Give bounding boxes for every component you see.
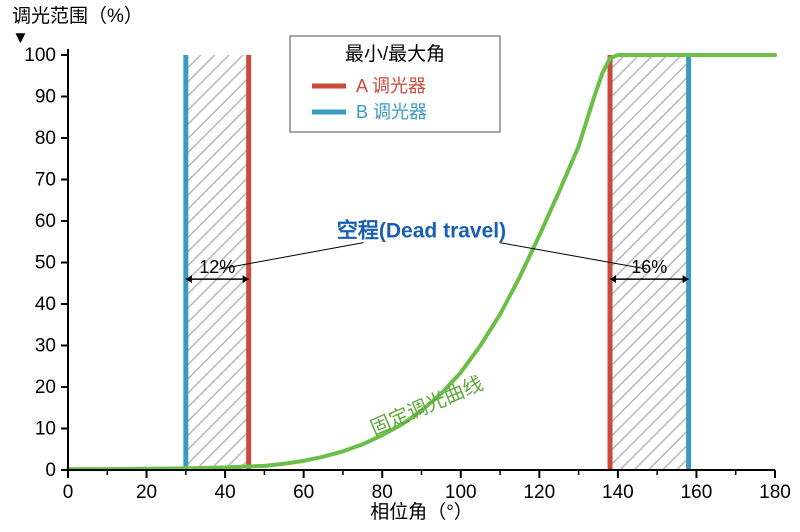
y-tick-label: 100: [24, 45, 56, 66]
y-tick-label: 80: [35, 128, 56, 149]
y-tick-label: 90: [35, 87, 56, 108]
x-tick-label: 60: [293, 482, 314, 503]
legend-item-label: A 调光器: [356, 76, 426, 96]
dead-travel-title: 空程(Dead travel): [337, 219, 506, 243]
x-axis-label: 相位角（°）: [370, 501, 473, 523]
x-tick-label: 80: [372, 482, 393, 503]
y-tick-label: 0: [45, 460, 56, 481]
legend-item-label: B 调光器: [356, 102, 427, 122]
y-tick-label: 40: [35, 294, 56, 315]
legend-title: 最小/最大角: [345, 43, 445, 65]
x-tick-label: 20: [136, 482, 157, 503]
y-tick-label: 20: [35, 377, 56, 398]
x-tick-label: 160: [681, 482, 713, 503]
chart-svg: 固定调光曲线0204060801001201401601800102030405…: [0, 0, 800, 532]
y-axis-label: 调光范围（%）: [12, 5, 143, 27]
y-tick-label: 50: [35, 253, 56, 274]
y-tick-label: 60: [35, 211, 56, 232]
x-tick-label: 0: [63, 482, 74, 503]
x-tick-label: 140: [602, 482, 634, 503]
x-tick-label: 40: [215, 482, 236, 503]
dead-travel-pct: 16%: [631, 257, 667, 277]
y-tick-label: 10: [35, 419, 56, 440]
y-tick-label: 70: [35, 170, 56, 191]
dimming-chart-panel: 固定调光曲线0204060801001201401601800102030405…: [0, 0, 800, 532]
x-tick-label: 100: [445, 482, 477, 503]
dead-travel-pct: 12%: [199, 257, 235, 277]
x-tick-label: 120: [523, 482, 555, 503]
y-tick-label: 30: [35, 336, 56, 357]
y-axis-marker-icon: ▼: [12, 28, 29, 47]
x-tick-label: 180: [759, 482, 791, 503]
